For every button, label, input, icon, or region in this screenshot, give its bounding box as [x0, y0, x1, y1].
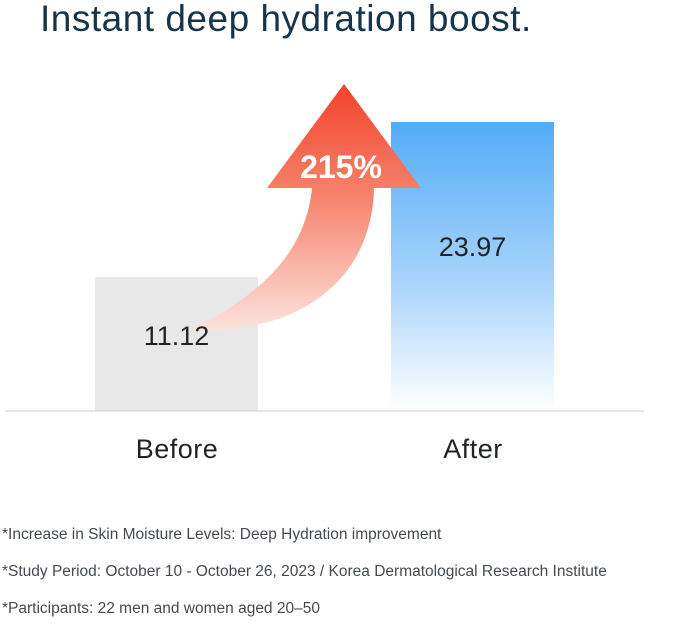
- footnote-measurement: *Increase in Skin Moisture Levels: Deep …: [2, 526, 442, 543]
- bar-after: [391, 122, 554, 411]
- value-label-before: 11.12: [144, 321, 210, 351]
- footnote-study-period: *Study Period: October 10 - October 26, …: [2, 563, 607, 580]
- value-label-after: 23.97: [439, 232, 507, 262]
- category-label-after: After: [443, 434, 503, 464]
- category-label-before: Before: [135, 434, 219, 464]
- increase-arrow-icon: [190, 84, 421, 331]
- increase-percent-label: 215%: [300, 149, 382, 185]
- footnotes: *Increase in Skin Moisture Levels: Deep …: [2, 516, 679, 627]
- bar-before: [95, 276, 258, 411]
- bar-chart: 215% 11.12 23.97: [5, 84, 644, 412]
- value-labels-group: 11.12 23.97: [144, 232, 507, 351]
- footnote-participants: *Participants: 22 men and women aged 20–…: [2, 600, 320, 617]
- bars-group: [95, 122, 554, 411]
- chart-title: Instant deep hydration boost.: [40, 0, 532, 39]
